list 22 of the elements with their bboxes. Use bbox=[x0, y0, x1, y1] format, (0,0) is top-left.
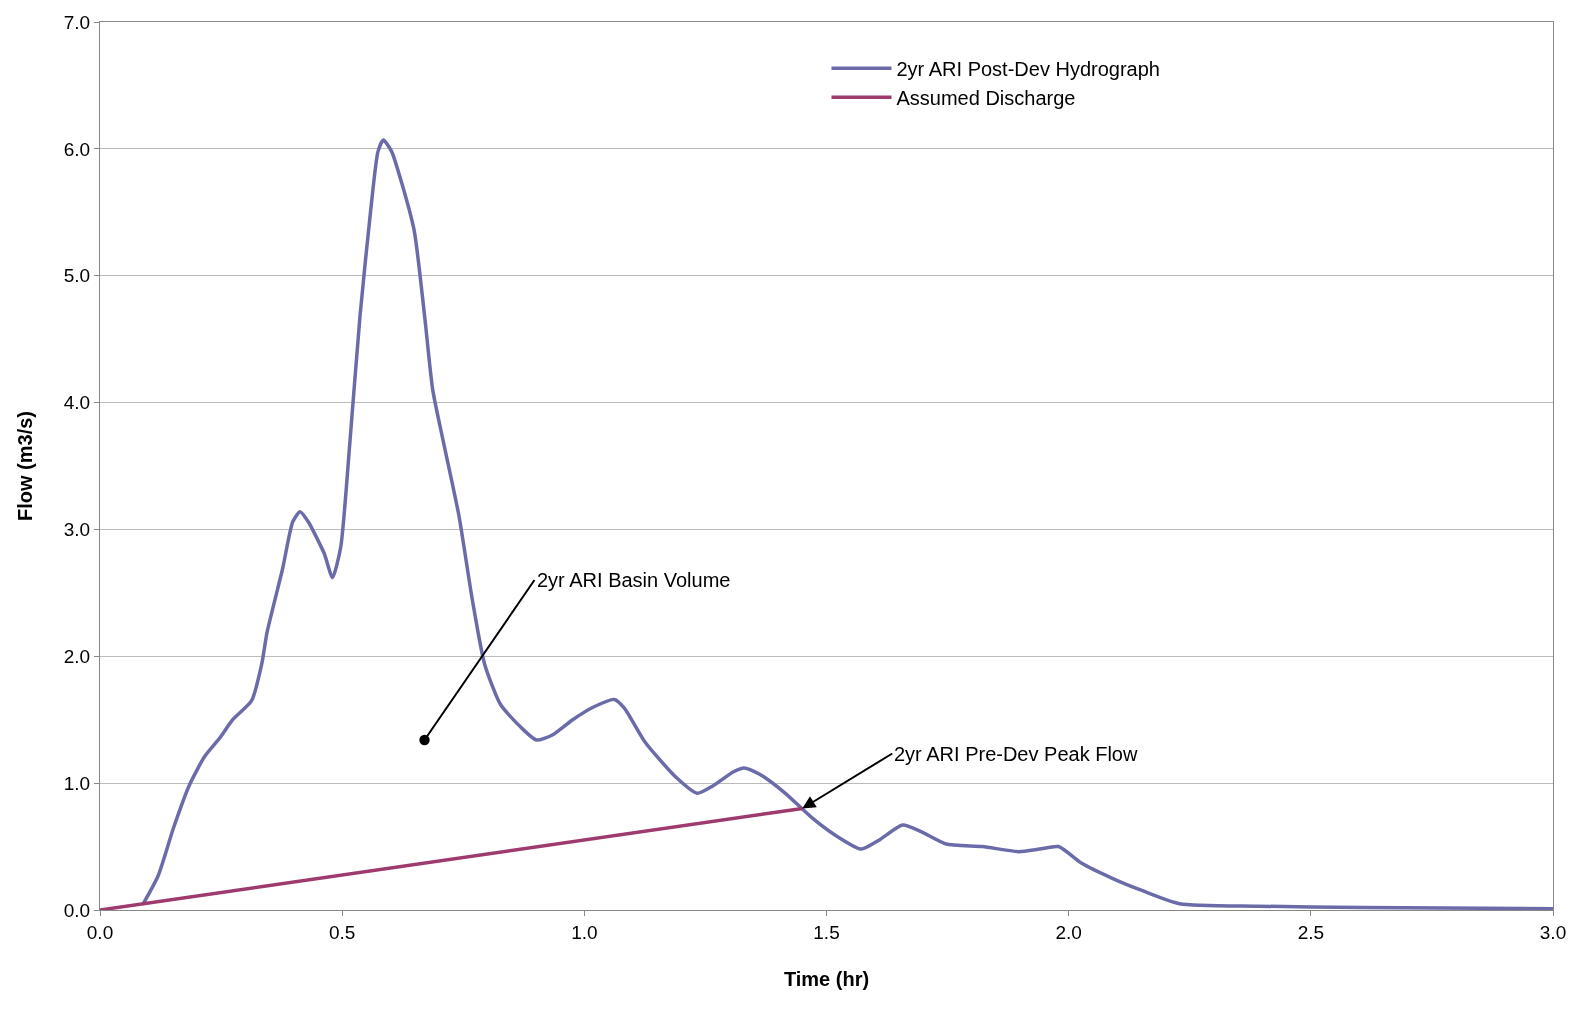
y-tick-label: 7.0 bbox=[63, 11, 91, 33]
x-tick-label: 1.0 bbox=[571, 921, 598, 943]
x-tick-label: 0.5 bbox=[328, 921, 356, 943]
legend-label: 2yr ARI Post-Dev Hydrograph bbox=[896, 57, 1160, 80]
y-tick-label: 3.0 bbox=[63, 519, 91, 541]
line-series bbox=[140, 138, 1553, 910]
legend-label: Assumed Discharge bbox=[896, 86, 1076, 109]
x-tick-label: 2.0 bbox=[1055, 921, 1082, 943]
x-tick-label: 3.0 bbox=[1539, 921, 1567, 943]
y-axis-title: Flow (m3/s) bbox=[14, 410, 37, 522]
y-tick-label: 6.0 bbox=[63, 138, 91, 160]
annotation: 2yr ARI Pre-Dev Peak Flow bbox=[894, 743, 1138, 765]
y-tick-label: 2.0 bbox=[63, 645, 91, 667]
y-tick-label: 0.0 bbox=[63, 899, 91, 921]
x-axis-title: Time (hr) bbox=[783, 968, 870, 991]
y-tick-label: 5.0 bbox=[63, 265, 91, 287]
x-tick-label: 1.5 bbox=[813, 921, 840, 943]
x-tick-label: 2.5 bbox=[1297, 921, 1325, 943]
x-tick-label: 0.0 bbox=[86, 921, 114, 943]
annotation: 2yr ARI Basin Volume bbox=[537, 569, 731, 591]
y-tick-label: 1.0 bbox=[63, 772, 91, 794]
y-tick-label: 4.0 bbox=[63, 392, 91, 414]
